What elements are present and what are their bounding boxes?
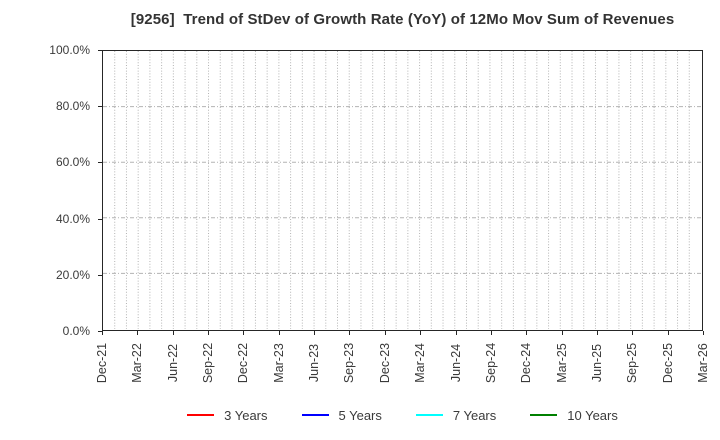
chart-title: [9256] Trend of StDev of Growth Rate (Yo… <box>130 11 675 28</box>
x-tick-mark <box>490 331 492 335</box>
x-tick-label: Jun-25 <box>589 343 604 383</box>
y-tick-mark <box>98 274 102 276</box>
x-tick-label: Mar-23 <box>271 343 286 383</box>
x-tick-label: Sep-24 <box>483 342 498 384</box>
x-tick-mark <box>384 331 386 335</box>
x-tick-label: Sep-25 <box>625 342 640 384</box>
x-tick-label: Dec-25 <box>660 342 675 384</box>
legend-item-10-years: 10 Years <box>530 408 618 423</box>
x-tick-label: Mar-26 <box>696 343 710 383</box>
x-tick-label: Dec-23 <box>377 342 392 384</box>
x-tick-label: Dec-21 <box>95 342 109 384</box>
x-tick-mark <box>420 331 422 335</box>
x-tick-mark <box>137 331 139 335</box>
y-tick-mark <box>98 162 102 164</box>
x-tick-mark <box>632 331 634 335</box>
legend: 3 Years 5 Years 7 Years 10 Years <box>102 405 703 425</box>
legend-item-5-years: 5 Years <box>301 407 382 423</box>
legend-label: 5 Years <box>338 407 382 423</box>
legend-label: 3 Years <box>224 407 268 423</box>
y-tick-label: 40.0% <box>55 211 90 226</box>
x-tick-mark <box>243 331 245 335</box>
x-tick-mark <box>314 331 316 335</box>
legend-line-swatch <box>530 413 558 417</box>
y-tick-label: 60.0% <box>55 155 90 170</box>
x-tick-mark <box>172 331 174 335</box>
x-tick-label: Sep-22 <box>201 342 216 384</box>
x-tick-label: Dec-22 <box>236 342 251 384</box>
legend-line-swatch <box>301 413 329 417</box>
legend-line-swatch <box>415 413 443 417</box>
x-tick-label: Mar-24 <box>413 343 428 383</box>
x-tick-label: Jun-24 <box>448 343 463 383</box>
y-tick-label: 80.0% <box>55 99 90 114</box>
legend-item-7-years: 7 Years <box>415 407 497 423</box>
x-tick-mark <box>278 331 280 335</box>
y-tick-mark <box>98 218 102 220</box>
x-tick-mark <box>596 331 598 335</box>
x-tick-label: Mar-25 <box>554 343 569 383</box>
legend-line-swatch <box>187 413 215 417</box>
y-tick-mark <box>98 331 102 332</box>
y-tick-label: 100.0% <box>49 43 90 57</box>
y-tick-label: 0.0% <box>62 324 90 338</box>
x-tick-mark <box>526 331 528 335</box>
legend-item-3-years: 3 Years <box>187 407 268 423</box>
x-tick-label: Jun-22 <box>165 343 180 383</box>
legend-label: 10 Years <box>567 407 618 423</box>
x-tick-mark <box>703 331 704 335</box>
x-tick-mark <box>102 331 103 335</box>
grid-lines <box>103 51 701 329</box>
x-tick-label: Sep-23 <box>342 342 357 384</box>
x-tick-label: Dec-24 <box>519 342 534 384</box>
plot-area <box>102 50 703 331</box>
y-tick-label: 20.0% <box>55 267 90 282</box>
x-tick-mark <box>349 331 351 335</box>
x-tick-label: Jun-23 <box>307 343 322 383</box>
x-tick-mark <box>667 331 669 335</box>
x-tick-label: Mar-22 <box>130 343 145 383</box>
x-tick-mark <box>455 331 457 335</box>
y-tick-mark <box>98 50 102 51</box>
legend-label: 7 Years <box>452 407 497 423</box>
x-tick-mark <box>561 331 563 335</box>
x-tick-mark <box>208 331 210 335</box>
y-tick-mark <box>98 106 102 108</box>
